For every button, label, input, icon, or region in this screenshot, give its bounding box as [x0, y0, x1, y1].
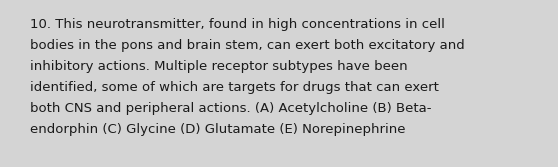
- Text: endorphin (C) Glycine (D) Glutamate (E) Norepinephrine: endorphin (C) Glycine (D) Glutamate (E) …: [30, 123, 406, 136]
- Text: bodies in the pons and brain stem, can exert both excitatory and: bodies in the pons and brain stem, can e…: [30, 39, 465, 52]
- Text: identified, some of which are targets for drugs that can exert: identified, some of which are targets fo…: [30, 81, 439, 94]
- Text: 10. This neurotransmitter, found in high concentrations in cell: 10. This neurotransmitter, found in high…: [30, 18, 445, 31]
- Text: both CNS and peripheral actions. (A) Acetylcholine (B) Beta-: both CNS and peripheral actions. (A) Ace…: [30, 102, 431, 115]
- Text: inhibitory actions. Multiple receptor subtypes have been: inhibitory actions. Multiple receptor su…: [30, 60, 408, 73]
